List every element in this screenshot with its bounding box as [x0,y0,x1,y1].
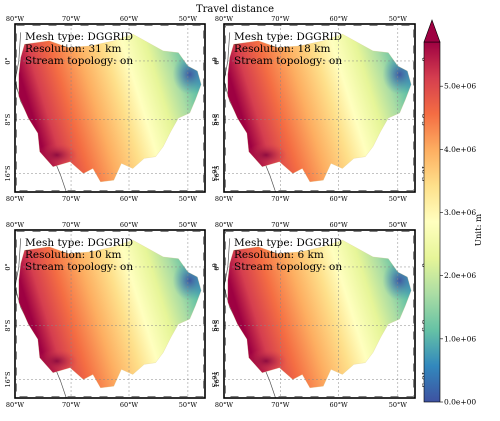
y-tick-label-right: 0° [210,57,218,64]
colorbar-extend-arrow [423,19,441,43]
panel-annotation-line: Stream topology: on [25,261,133,273]
basin-outlet-min [172,54,202,95]
x-tick-label-bottom: 60°W [120,401,139,409]
y-tick-label-left: 16°S [4,372,12,388]
x-tick-label-bottom: 70°W [62,401,81,409]
colorbar-tick-label: 3.0e+06 [444,208,476,217]
y-tick-label-left: 0° [213,57,221,64]
colorbar-tick-label: 2.0e+06 [444,271,476,280]
y-tick-label-left: 8°S [213,114,221,126]
y-tick-label-right: 16°S [210,372,218,388]
map-panel-top-left: 80°W 80°W 70°W 70°W 60°W 60°W 50°W 50°W 0° 0° 8°S 8… [4,15,218,203]
colorbar-tick-label: 4.0e+06 [444,145,476,154]
x-tick-label-top: 80°W [6,221,25,229]
x-tick-label-top: 50°W [179,221,198,229]
panel-annotation-line: Mesh type: DGGRID [234,31,342,43]
panel-annotation-line: Mesh type: DGGRID [25,237,133,249]
x-tick-label-top: 80°W [215,15,234,23]
basin-outlet-min [382,260,412,301]
y-tick-label-left: 0° [213,263,221,270]
basin-outline [227,33,412,183]
x-tick-label-top: 50°W [389,221,408,229]
x-tick-label-bottom: 80°W [6,401,25,409]
map-frame [14,229,206,399]
panel-annotation-line: Stream topology: on [25,55,133,67]
map-panel-top-right: 80°W80°W70°W70°W60°W60°W50°W50°W0°0°8°S8… [213,15,428,203]
map-frame [223,23,416,193]
basin-southwest-max [35,143,78,167]
y-tick-label-left: 16°S [213,166,221,182]
map-panel-bottom-right: 80°W80°W70°W70°W60°W60°W50°W50°W0°0°8°S8… [213,221,428,409]
colorbar-tick-label: 1.0e+06 [444,334,476,343]
basin-outlet-min [382,54,412,95]
x-tick-label-bottom: 60°W [120,195,139,203]
x-tick-label-top: 70°W [62,15,81,23]
panel-annotation-line: Mesh type: DGGRID [234,237,342,249]
x-tick-label-top: 80°W [6,15,25,23]
y-tick-label-left: 16°S [4,166,12,182]
figure-title: Travel distance [195,4,275,15]
x-tick-label-bottom: 80°W [215,401,234,409]
basin-southwest-max [35,349,78,373]
colorbar: 0.0e+00 1.0e+06 2.0e+06 3.0e+06 4.0e+06 5.0e+… [423,19,484,407]
x-tick-label-bottom: 50°W [179,401,198,409]
basin-outline [18,239,202,389]
x-tick-label-top: 60°W [120,15,139,23]
colorbar-tick-label: 5.0e+06 [444,82,476,91]
panel-annotation-line: Mesh type: DGGRID [25,31,133,43]
map-frame [14,23,206,193]
y-tick-label-right: 8°S [210,114,218,126]
map-frame [223,229,416,399]
basin-outline [227,239,412,389]
x-tick-label-top: 70°W [62,221,81,229]
basin-southwest-max [245,143,288,167]
x-tick-label-bottom: 70°W [271,195,290,203]
x-tick-label-bottom: 60°W [329,401,348,409]
x-tick-label-top: 80°W [215,221,234,229]
x-tick-label-bottom: 80°W [6,195,25,203]
x-tick-label-bottom: 50°W [389,401,408,409]
x-tick-label-top: 70°W [271,221,290,229]
y-tick-label-left: 8°S [4,320,12,332]
panel-annotation-line: Resolution: 18 km [234,43,331,55]
y-tick-label-left: 0° [4,57,12,64]
y-tick-label-right: 16°S [210,166,218,182]
basin-outlet-min [172,260,202,301]
x-tick-label-top: 50°W [389,15,408,23]
y-tick-label-left: 0° [4,263,12,270]
x-tick-label-bottom: 50°W [389,195,408,203]
x-tick-label-top: 70°W [271,15,290,23]
y-tick-label-right: 0° [210,263,218,270]
x-tick-label-top: 60°W [329,15,348,23]
panel-annotation-line: Stream topology: on [234,55,342,67]
x-tick-label-bottom: 50°W [179,195,198,203]
x-tick-label-top: 60°W [329,221,348,229]
x-tick-label-bottom: 60°W [329,195,348,203]
x-tick-label-bottom: 80°W [215,195,234,203]
basin-southwest-max [245,349,288,373]
colorbar-label: Unit: m [474,214,484,246]
panel-annotation-line: Resolution: 31 km [25,43,122,55]
panel-annotation-line: Resolution: 6 km [234,249,324,261]
x-tick-label-bottom: 70°W [62,195,81,203]
x-tick-label-top: 60°W [120,221,139,229]
x-tick-label-top: 50°W [179,15,198,23]
panel-annotation-line: Stream topology: on [234,261,342,273]
y-tick-label-left: 8°S [4,114,12,126]
colorbar-bar [423,41,441,403]
panel-annotation-line: Resolution: 10 km [25,249,122,261]
y-tick-label-left: 8°S [213,320,221,332]
y-tick-label-right: 8°S [210,320,218,332]
colorbar-tick-label: 0.0e+00 [444,398,476,407]
y-tick-label-left: 16°S [213,372,221,388]
x-tick-label-bottom: 70°W [271,401,290,409]
map-panel-bottom-left: 80°W 80°W 70°W 70°W 60°W 60°W 50°W 50°W 0° 0° 8°S 8… [4,221,218,409]
basin-outline [18,33,202,183]
